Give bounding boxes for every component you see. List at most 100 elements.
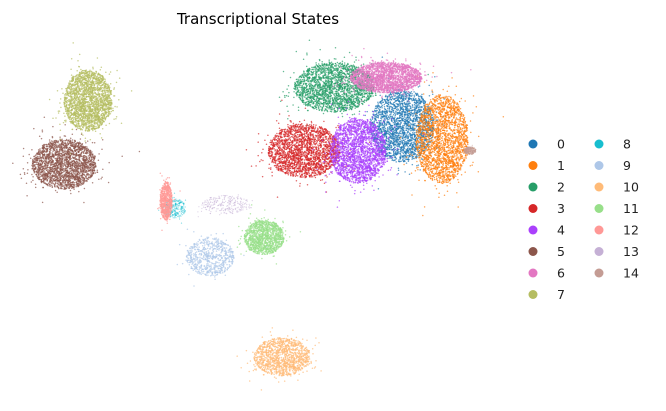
cluster-0-point — [378, 106, 380, 108]
cluster-0-point — [400, 128, 402, 130]
cluster-1-point — [422, 137, 424, 139]
cluster-1-point — [425, 167, 427, 169]
cluster-1-point — [417, 148, 419, 150]
cluster-1-point — [453, 168, 455, 170]
cluster-0-point — [394, 147, 396, 149]
cluster-1-point — [441, 166, 443, 168]
cluster-0-point — [386, 136, 388, 138]
cluster-1-point — [432, 124, 434, 126]
cluster-1-point — [417, 135, 419, 137]
cluster-0-point — [380, 102, 382, 104]
cluster-0-point — [414, 102, 416, 104]
cluster-1-point — [428, 154, 430, 156]
cluster-1-point — [445, 104, 447, 106]
cluster-1-point — [428, 132, 430, 134]
cluster-1-point — [461, 138, 463, 140]
cluster-0-point — [375, 111, 377, 113]
cluster-1-point — [438, 99, 440, 101]
cluster-1-point — [455, 141, 457, 143]
cluster-1-point — [450, 163, 452, 165]
cluster-1-point — [437, 95, 439, 97]
cluster-1-point — [443, 144, 445, 146]
cluster-1-point — [437, 144, 439, 146]
cluster-0-point — [418, 104, 420, 106]
cluster-1-point — [458, 147, 460, 149]
cluster-2-point — [355, 59, 357, 61]
cluster-1-point — [444, 126, 446, 128]
cluster-0-point — [417, 93, 419, 95]
cluster-1-point — [428, 136, 430, 138]
cluster-0-point — [389, 117, 391, 119]
cluster-1-point — [424, 163, 426, 165]
cluster-0-point — [413, 94, 415, 96]
cluster-0-point — [389, 101, 391, 103]
cluster-1-point — [426, 150, 428, 152]
cluster-0-point — [403, 160, 405, 162]
cluster-0-point — [392, 159, 394, 161]
cluster-1-point — [421, 165, 423, 167]
cluster-1-point — [451, 161, 453, 163]
cluster-0-point — [395, 161, 397, 163]
cluster-1-point — [434, 159, 436, 161]
cluster-0-point — [403, 123, 405, 125]
cluster-1-point — [449, 167, 451, 169]
cluster-0-point — [385, 147, 387, 149]
cluster-0-point — [384, 115, 386, 117]
cluster-1-point — [454, 108, 456, 110]
cluster-1-point — [463, 160, 465, 162]
cluster-1-point — [434, 117, 436, 119]
cluster-0-point — [396, 118, 398, 120]
cluster-0-point — [404, 171, 406, 173]
cluster-0-point — [418, 94, 420, 96]
cluster-1-point — [465, 155, 467, 157]
cluster-0-point — [401, 156, 403, 158]
cluster-0-point — [397, 146, 399, 148]
cluster-0-point — [428, 85, 430, 87]
cluster-0-point — [426, 120, 428, 122]
cluster-2-point — [342, 60, 344, 62]
cluster-1-point — [433, 167, 435, 169]
cluster-0-point — [410, 130, 412, 132]
cluster-1-point — [436, 116, 438, 118]
cluster-1-point — [454, 143, 456, 145]
cluster-0-point — [382, 126, 384, 128]
cluster-0-point — [383, 125, 385, 127]
cluster-1-point — [440, 152, 442, 154]
cluster-1-point — [429, 151, 431, 153]
cluster-0-point — [395, 154, 397, 156]
cluster-0-point — [400, 104, 402, 106]
cluster-1-point — [458, 168, 460, 170]
cluster-1-point — [438, 102, 440, 104]
cluster-1-point — [446, 126, 448, 128]
cluster-1-point — [448, 96, 450, 98]
cluster-1-point — [451, 140, 453, 142]
cluster-1-point — [449, 106, 451, 108]
cluster-0-point — [393, 111, 395, 113]
cluster-1-point — [423, 166, 425, 168]
cluster-1-point — [416, 132, 418, 134]
cluster-1-point — [448, 164, 450, 166]
cluster-0-point — [411, 113, 413, 115]
cluster-0-point — [402, 131, 404, 133]
cluster-1-point — [453, 100, 455, 102]
cluster-0-point — [402, 104, 404, 106]
cluster-0-point — [395, 113, 397, 115]
cluster-1-point — [445, 132, 447, 134]
cluster-1-point — [444, 125, 446, 127]
cluster-1-point — [423, 145, 425, 147]
cluster-1-point — [435, 140, 437, 142]
cluster-0-point — [427, 106, 429, 108]
cluster-0-point — [390, 143, 392, 145]
cluster-1-point — [442, 175, 444, 177]
cluster-0-point — [377, 103, 379, 105]
cluster-0-point — [407, 117, 409, 119]
cluster-1-point — [459, 101, 461, 103]
cluster-0-point — [395, 144, 397, 146]
cluster-0-point — [401, 151, 403, 153]
cluster-1-point — [437, 103, 439, 105]
cluster-0-point — [412, 151, 414, 153]
cluster-0-point — [408, 128, 410, 130]
cluster-0-point — [406, 128, 408, 130]
cluster-1-point — [428, 109, 430, 111]
cluster-2-point — [337, 62, 339, 64]
